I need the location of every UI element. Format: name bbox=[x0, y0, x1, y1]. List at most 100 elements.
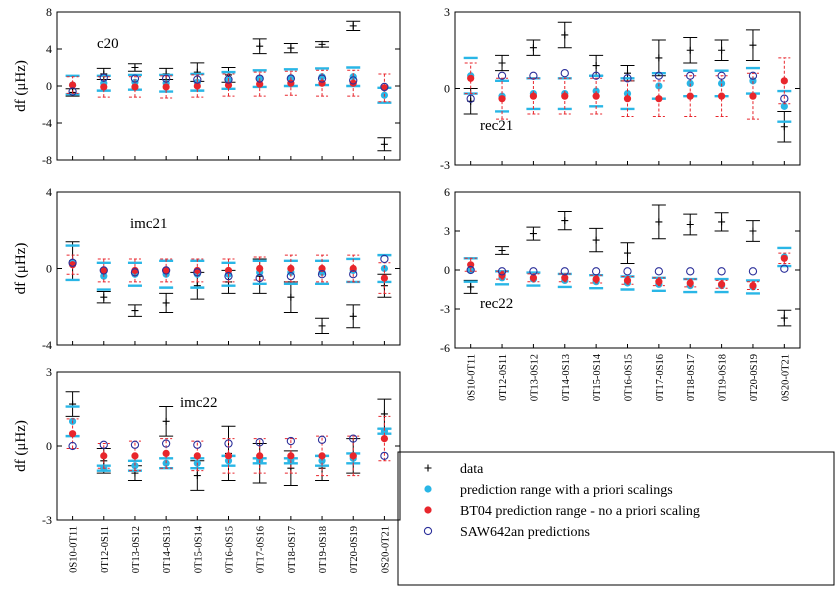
data-point bbox=[130, 268, 140, 277]
data-point bbox=[162, 459, 170, 467]
y-tick-label: 0 bbox=[46, 79, 52, 93]
x-tick-label: 0T19-0S18 bbox=[718, 354, 729, 401]
data-point bbox=[655, 54, 663, 62]
range-bar bbox=[347, 254, 360, 283]
range-bar bbox=[252, 259, 267, 285]
legend-label: SAW642an predictions bbox=[460, 525, 590, 540]
legend-box bbox=[397, 451, 835, 586]
data-point bbox=[349, 312, 357, 320]
data-point bbox=[655, 278, 663, 286]
data-point bbox=[498, 59, 506, 67]
data-point bbox=[317, 74, 327, 83]
y-tick-label: 3 bbox=[444, 5, 450, 19]
data-point bbox=[591, 267, 601, 276]
legend-marker bbox=[424, 506, 432, 514]
data-point bbox=[380, 274, 389, 282]
data-point bbox=[286, 271, 296, 281]
data-point bbox=[560, 267, 569, 276]
y-axis-label: df (μHz) bbox=[13, 420, 29, 472]
data-point bbox=[287, 452, 295, 460]
x-tick-label: 0T13-0S12 bbox=[131, 526, 142, 573]
x-tick-label: 0T17-0S16 bbox=[256, 526, 267, 573]
range-bar bbox=[526, 271, 541, 287]
x-tick-label: 0T19-0S18 bbox=[318, 526, 329, 573]
data-point bbox=[686, 46, 694, 54]
x-tick-label: 0T13-0S12 bbox=[529, 354, 540, 401]
data-point bbox=[256, 80, 264, 88]
data-point bbox=[780, 254, 788, 262]
legend-marker bbox=[424, 464, 432, 472]
panel-label: c20 bbox=[97, 36, 119, 52]
x-tick-label: 0T15-0S14 bbox=[592, 353, 603, 401]
data-point bbox=[255, 74, 264, 83]
data-point bbox=[317, 435, 327, 444]
data-point bbox=[717, 267, 726, 276]
data-point bbox=[498, 95, 506, 103]
data-point bbox=[318, 40, 326, 48]
data-point bbox=[318, 452, 326, 460]
data-point bbox=[529, 71, 538, 80]
y-tick-label: -3 bbox=[440, 302, 450, 316]
data-point bbox=[624, 249, 631, 257]
data-point bbox=[780, 264, 789, 273]
range-bar bbox=[316, 254, 329, 283]
data-point bbox=[68, 441, 77, 451]
data-point bbox=[256, 264, 264, 273]
data-point bbox=[99, 266, 108, 275]
y-tick-label: 0 bbox=[46, 439, 52, 453]
data-point bbox=[131, 64, 139, 71]
data-point bbox=[224, 452, 233, 460]
range-bar bbox=[160, 438, 173, 469]
data-point bbox=[380, 264, 389, 273]
data-point bbox=[380, 254, 389, 264]
data-point bbox=[780, 94, 789, 103]
data-point bbox=[624, 69, 631, 77]
data-point bbox=[592, 275, 600, 283]
data-point bbox=[380, 140, 388, 148]
data-point bbox=[130, 440, 140, 449]
data-point bbox=[317, 270, 327, 279]
data-point bbox=[498, 247, 506, 254]
legend-marker bbox=[423, 526, 433, 536]
data-point bbox=[349, 270, 358, 279]
data-point bbox=[717, 71, 726, 80]
x-tick-label: 0S20-0T21 bbox=[780, 354, 791, 401]
data-point bbox=[686, 79, 694, 87]
data-point bbox=[561, 31, 569, 39]
data-point bbox=[655, 95, 663, 103]
data-point bbox=[162, 266, 170, 275]
data-point bbox=[560, 69, 569, 78]
data-point bbox=[592, 92, 600, 100]
y-tick-label: 0 bbox=[444, 82, 450, 96]
data-point bbox=[780, 314, 788, 322]
data-point bbox=[529, 92, 538, 100]
data-point bbox=[467, 283, 475, 291]
x-tick-label: 0T12-0S11 bbox=[498, 354, 509, 401]
data-point bbox=[748, 267, 758, 276]
data-point bbox=[224, 439, 233, 448]
range-bar bbox=[65, 74, 80, 96]
data-point bbox=[161, 439, 171, 448]
data-point bbox=[349, 434, 358, 443]
y-tick-label: 0 bbox=[444, 263, 450, 277]
data-point bbox=[162, 449, 170, 457]
data-point bbox=[380, 435, 389, 443]
data-point bbox=[68, 430, 77, 438]
data-point bbox=[224, 271, 233, 281]
y-tick-label: 8 bbox=[46, 5, 52, 19]
data-point bbox=[193, 82, 201, 90]
data-point bbox=[131, 83, 139, 91]
data-point bbox=[318, 264, 326, 273]
range-bar bbox=[284, 254, 297, 283]
legend-label: BT04 prediction range - no a priori scal… bbox=[460, 504, 700, 519]
data-point bbox=[380, 427, 389, 435]
x-tick-label: 0T12-0S11 bbox=[100, 526, 111, 573]
data-point bbox=[717, 79, 726, 87]
y-tick-label: -4 bbox=[42, 338, 52, 352]
legend-label: data bbox=[460, 462, 484, 477]
x-tick-label: 0T20-0S19 bbox=[749, 354, 760, 401]
y-tick-label: -3 bbox=[440, 158, 450, 172]
data-point bbox=[529, 44, 537, 52]
data-point bbox=[591, 71, 601, 80]
